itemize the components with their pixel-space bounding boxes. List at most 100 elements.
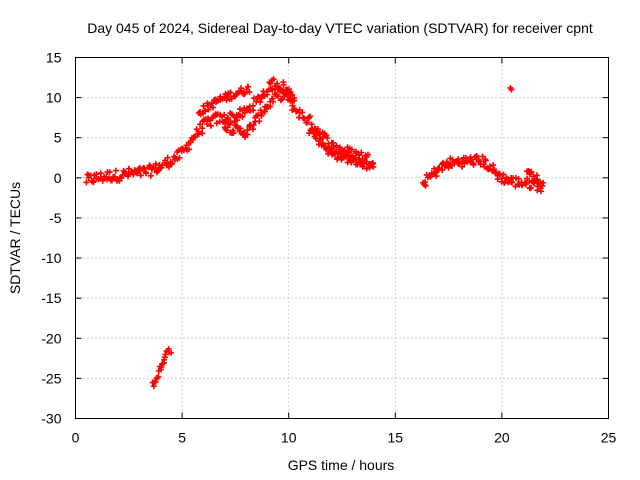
grid-lines <box>75 57 609 419</box>
data-point <box>476 158 483 165</box>
data-point <box>162 351 169 358</box>
data-point <box>274 80 281 87</box>
x-axis-label: GPS time / hours <box>288 457 395 473</box>
data-point <box>509 179 516 186</box>
data-point <box>205 106 212 113</box>
data-point <box>258 112 265 119</box>
track-upper-branch <box>195 83 253 118</box>
data-point <box>237 125 244 132</box>
data-point <box>106 169 113 176</box>
data-point <box>332 150 339 157</box>
data-point <box>485 166 492 173</box>
data-point <box>164 154 171 161</box>
data-points <box>83 76 547 390</box>
data-point <box>307 113 314 120</box>
data-point <box>333 142 340 149</box>
track-late-fragment <box>523 167 544 186</box>
track-evening-arc <box>420 152 547 195</box>
plot-frame <box>75 57 609 419</box>
track-isolated-point <box>507 84 515 93</box>
data-point <box>143 170 150 177</box>
data-point <box>359 163 366 170</box>
data-point <box>315 141 322 148</box>
data-point <box>267 103 274 110</box>
data-point <box>244 127 251 134</box>
y-tick-label: -30 <box>41 411 61 427</box>
data-point <box>112 167 119 174</box>
data-point <box>287 97 294 104</box>
x-tick-labels: 0 5 10 15 20 25 <box>72 430 617 446</box>
data-point <box>152 160 159 167</box>
data-point <box>304 119 311 126</box>
data-point <box>528 168 535 175</box>
data-point <box>155 373 162 380</box>
data-point <box>289 91 296 98</box>
data-point <box>299 109 306 116</box>
data-point <box>448 163 455 170</box>
x-tick-label: 20 <box>494 430 510 446</box>
data-point <box>201 107 208 114</box>
data-point <box>199 130 206 137</box>
data-point <box>158 364 165 371</box>
data-point <box>213 120 220 127</box>
data-point <box>195 128 202 135</box>
data-point <box>255 111 262 118</box>
data-point <box>280 81 287 88</box>
data-point <box>210 104 217 111</box>
data-point <box>245 83 252 90</box>
data-point <box>348 146 355 153</box>
y-tick-label: 10 <box>46 90 62 106</box>
track-lower-branch <box>221 86 298 141</box>
y-tick-labels: 15 10 5 0 -5 -10 -15 -20 -25 -30 <box>41 50 61 427</box>
x-tick-label: 15 <box>388 430 404 446</box>
data-point <box>363 165 370 172</box>
data-point <box>141 165 148 172</box>
data-point <box>238 85 245 92</box>
data-point <box>147 172 154 179</box>
data-point <box>338 156 345 163</box>
data-point <box>152 378 159 385</box>
data-point <box>323 146 330 153</box>
data-point <box>490 162 497 169</box>
data-point <box>226 121 233 128</box>
track-afternoon-decay <box>285 95 377 170</box>
data-point <box>537 178 544 185</box>
data-point <box>221 111 228 118</box>
y-tick-label: -15 <box>41 290 61 306</box>
data-point <box>473 152 480 159</box>
data-point <box>366 164 373 171</box>
data-point <box>470 161 477 168</box>
data-point <box>432 169 439 176</box>
data-point <box>256 118 263 125</box>
data-point <box>314 126 321 133</box>
data-point <box>319 140 326 147</box>
data-point <box>257 99 264 106</box>
data-point <box>151 166 158 173</box>
data-point <box>130 171 137 178</box>
data-point <box>508 86 515 93</box>
data-point <box>528 184 535 191</box>
data-point <box>197 121 204 128</box>
data-point <box>192 134 199 141</box>
data-point <box>223 97 230 104</box>
data-point <box>185 146 192 153</box>
data-point <box>223 127 230 134</box>
data-point <box>246 89 253 96</box>
track-outlier-track <box>149 345 175 390</box>
data-point <box>168 160 175 167</box>
data-point <box>341 147 348 154</box>
data-point <box>345 153 352 160</box>
data-point <box>445 164 452 171</box>
y-tick-label: -25 <box>41 370 61 386</box>
data-point <box>250 121 257 128</box>
data-point <box>538 188 545 195</box>
axis-ticks <box>75 57 609 419</box>
x-tick-label: 5 <box>178 430 186 446</box>
data-point <box>168 349 175 356</box>
data-point <box>422 182 429 189</box>
y-tick-label: 15 <box>46 50 62 66</box>
data-point <box>522 179 529 186</box>
x-tick-label: 25 <box>601 430 617 446</box>
data-point <box>317 135 324 142</box>
